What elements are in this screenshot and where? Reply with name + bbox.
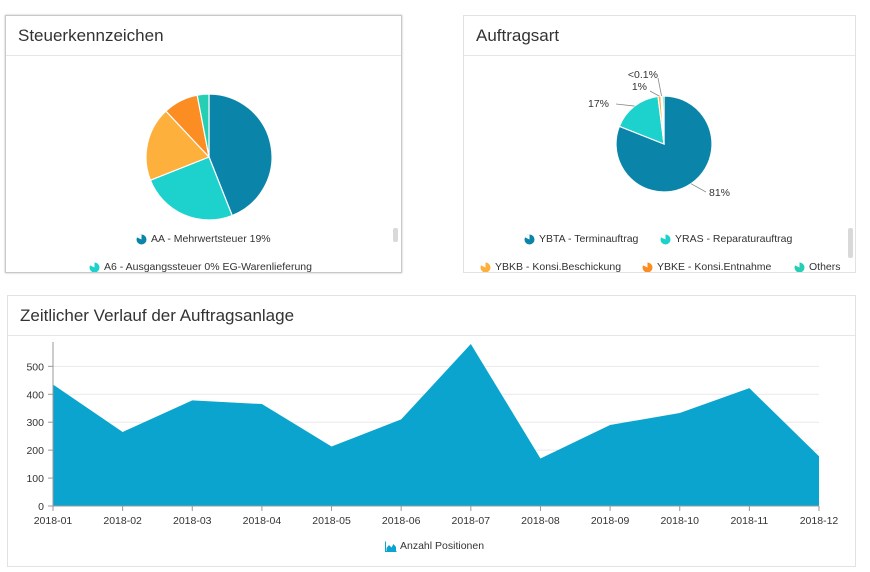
x-tick-label: 2018-02: [103, 515, 142, 527]
pie-slice[interactable]: [208, 93, 273, 217]
panel-title: Auftragsart: [476, 26, 560, 45]
x-tick-label: 2018-07: [452, 515, 491, 527]
legend-scrollbar[interactable]: [848, 228, 853, 258]
pie-slice[interactable]: [145, 110, 211, 181]
legend-label: Anzahl Positionen: [400, 540, 485, 552]
legend-item-yras[interactable]: YRAS - Reparaturauftrag: [660, 233, 792, 245]
y-tick-label: 300: [26, 417, 44, 429]
x-tick-label: 2018-03: [173, 515, 212, 527]
pie-legend-icon: [136, 234, 147, 245]
x-tick-label: 2018-05: [312, 515, 351, 527]
panel-title: Steuerkennzeichen: [18, 26, 164, 45]
pie-legend-icon: [480, 262, 491, 272]
steuerkennzeichen-pie-chart[interactable]: [6, 58, 401, 228]
pie-label-connector: [615, 103, 635, 107]
pie-slice[interactable]: [615, 95, 713, 193]
legend-item-aa[interactable]: AA - Mehrwertsteuer 19%: [136, 233, 271, 245]
legend-label: YBTA - Terminauftrag: [539, 233, 639, 245]
pie-legend-icon: [642, 262, 653, 272]
legend-label: Others: [809, 261, 841, 273]
area-chart[interactable]: 0 100 200 300 400 500 2018-01 2018-02 2018-03 201…: [8, 336, 855, 567]
legend-item-ybkb[interactable]: YBKB - Konsi.Beschickung: [480, 261, 622, 273]
pie-data-label: 81%: [709, 187, 730, 199]
area-series[interactable]: [53, 344, 819, 506]
legend-label: AA - Mehrwertsteuer 19%: [151, 233, 271, 245]
pie-data-label: 17%: [588, 98, 609, 110]
pie-label-connector: [657, 77, 662, 97]
legend-item-ybta[interactable]: YBTA - Terminauftrag: [524, 233, 638, 245]
divider: [464, 55, 855, 56]
area-chart-icon: [385, 541, 397, 552]
pie-slice[interactable]: [618, 95, 665, 145]
y-tick-label: 500: [26, 361, 44, 373]
legend-item-ybke[interactable]: YBKE - Konsi.Entnahme: [642, 261, 772, 273]
x-tick-label: 2018-08: [521, 515, 560, 527]
divider: [6, 55, 401, 56]
divider: [8, 335, 855, 336]
x-tick-label: 2018-04: [243, 515, 282, 527]
y-tick-label: 0: [38, 501, 44, 513]
pie-data-label: 1%: [632, 81, 647, 93]
x-tick-label: 2018-01: [34, 515, 73, 527]
x-tick-label: 2018-11: [730, 515, 768, 527]
legend-item-others[interactable]: Others: [794, 261, 841, 273]
legend-item-anzahl-positionen[interactable]: Anzahl Positionen: [385, 540, 484, 552]
legend-label: YBKE - Konsi.Entnahme: [657, 261, 772, 273]
pie-data-label: <0.1%: [628, 69, 658, 81]
x-tick-label: 2018-09: [591, 515, 630, 527]
legend-item-a6[interactable]: A6 - Ausgangssteuer 0% EG-Warenlieferung: [89, 261, 312, 273]
x-tick-label: 2018-06: [382, 515, 421, 527]
pie-legend-icon: [89, 262, 100, 272]
y-tick-label: 200: [26, 445, 44, 457]
auftragsart-pie-chart[interactable]: 81% 17% 1%<0.1%: [464, 58, 855, 228]
zeitlicher-verlauf-panel[interactable]: Zeitlicher Verlauf der Auftragsanlage 0 1…: [7, 295, 856, 567]
pie-legend-icon: [660, 234, 671, 245]
pie-slice[interactable]: [661, 95, 665, 145]
y-tick-label: 100: [26, 473, 44, 485]
auftragsart-panel[interactable]: Auftragsart 81% 17% 1% <0.1% YBTA - Termina…: [463, 15, 856, 273]
legend-label: YBKB - Konsi.Beschickung: [495, 261, 622, 273]
x-tick-label: 2018-10: [660, 515, 699, 527]
panel-title: Zeitlicher Verlauf der Auftragsanlage: [20, 306, 295, 325]
pie-label-connector: [649, 90, 660, 97]
x-tick-label: 2018-12: [800, 515, 839, 527]
steuerkennzeichen-panel[interactable]: Steuerkennzeichen AA - Mehrwertsteuer 19…: [5, 15, 402, 273]
pie-legend-icon: [524, 234, 535, 245]
y-tick-label: 400: [26, 389, 44, 401]
legend-scrollbar[interactable]: [393, 228, 398, 242]
pie-label-connector: [690, 183, 707, 193]
legend-label: A6 - Ausgangssteuer 0% EG-Warenlieferung: [104, 261, 312, 273]
legend-label: YRAS - Reparaturauftrag: [675, 233, 793, 245]
pie-legend-icon: [794, 262, 805, 272]
pie-slice[interactable]: [196, 93, 210, 158]
